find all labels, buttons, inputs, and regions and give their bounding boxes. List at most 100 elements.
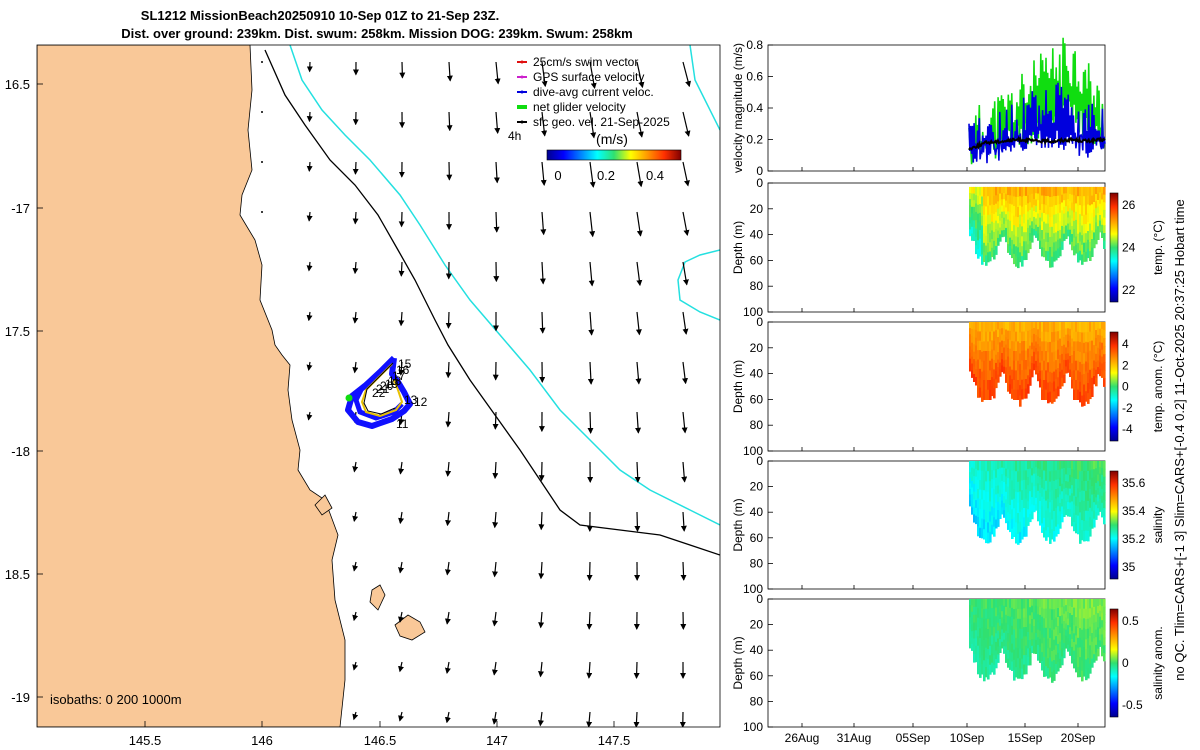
heatmap-cell bbox=[1011, 204, 1014, 214]
heatmap-cell bbox=[1047, 251, 1050, 261]
heatmap-cell bbox=[997, 216, 1000, 224]
heatmap-cell bbox=[1035, 360, 1038, 368]
heatmap-cell bbox=[1065, 219, 1068, 227]
heatmap-cell bbox=[1073, 504, 1076, 514]
heatmap-cell bbox=[1057, 195, 1060, 206]
heatmap-cell bbox=[1041, 204, 1044, 214]
heatmap-cell bbox=[1021, 206, 1024, 218]
heatmap-cell bbox=[1043, 213, 1046, 223]
heatmap-cell bbox=[1085, 214, 1088, 225]
heatmap-cell bbox=[1057, 625, 1060, 636]
legend-swatch-dot bbox=[520, 60, 524, 64]
heatmap-cell bbox=[1103, 637, 1106, 646]
heatmap-cell bbox=[1021, 628, 1024, 640]
heatmap-cell bbox=[1079, 657, 1082, 668]
heatmap-cell bbox=[1021, 246, 1024, 257]
heatmap-cell bbox=[1051, 332, 1054, 343]
heatmap-cell bbox=[1021, 599, 1024, 610]
heatmap-cell bbox=[1083, 481, 1086, 492]
heatmap-cell bbox=[973, 599, 976, 608]
heatmap-cell bbox=[1049, 247, 1052, 258]
heatmap-cell bbox=[1041, 331, 1044, 342]
heatmap-cell bbox=[1079, 351, 1082, 363]
heatmap-cell bbox=[993, 369, 996, 380]
heatmap-cell bbox=[1001, 480, 1004, 488]
heatmap-cell bbox=[995, 220, 998, 230]
heatmap-cell bbox=[1021, 658, 1024, 670]
heatmap-cell bbox=[983, 331, 986, 342]
heatmap-cell bbox=[1077, 360, 1080, 371]
heatmap-cell bbox=[975, 361, 978, 370]
heatmap-cell bbox=[969, 629, 972, 637]
heatmap-cell bbox=[985, 226, 988, 237]
heatmap-cell bbox=[1065, 635, 1068, 643]
heatmap-cell bbox=[1041, 351, 1044, 362]
heatmap-cell bbox=[1089, 517, 1092, 528]
heatmap-cell bbox=[1057, 652, 1060, 663]
heatmap-cell bbox=[1059, 461, 1062, 470]
heatmap-cell bbox=[1043, 599, 1046, 610]
heatmap-cell bbox=[1085, 242, 1088, 253]
heatmap-cell bbox=[997, 510, 1000, 519]
heatmap-cell bbox=[1029, 640, 1032, 649]
heatmap-cell bbox=[999, 227, 1002, 235]
heatmap-cell bbox=[983, 509, 986, 520]
side-label: no QC. Tlim=CARS+[-1 3] Slim=CARS+[-0.4 … bbox=[1172, 199, 1187, 680]
heatmap-cell bbox=[1077, 196, 1080, 207]
heatmap-cell bbox=[1043, 380, 1046, 391]
heatmap-cell bbox=[1027, 477, 1030, 486]
heatmap-cell bbox=[1009, 469, 1012, 480]
heatmap-cell bbox=[1047, 242, 1050, 252]
heatmap-cell bbox=[1081, 461, 1084, 472]
heatmap-cell bbox=[1025, 655, 1028, 665]
heatmap-cell bbox=[979, 221, 982, 231]
heatmap-cell bbox=[1079, 232, 1082, 243]
heatmap-cell bbox=[1101, 186, 1104, 194]
heatmap-cell bbox=[1065, 611, 1068, 618]
heatmap-cell bbox=[1099, 492, 1102, 500]
heatmap-cell bbox=[1053, 205, 1056, 216]
heatmap-cell bbox=[1097, 508, 1100, 516]
heatmap-cell bbox=[1055, 369, 1058, 380]
heatmap-cell bbox=[1031, 461, 1034, 469]
heatmap-cell bbox=[985, 370, 988, 381]
heatmap-cell bbox=[1031, 645, 1034, 654]
heatmap-cell bbox=[1013, 389, 1016, 400]
heatmap-cell bbox=[1043, 341, 1046, 352]
heatmap-cell bbox=[1073, 331, 1076, 342]
y-tick-label: 60 bbox=[750, 392, 764, 406]
heatmap-cell bbox=[1019, 186, 1022, 197]
current-vector bbox=[446, 111, 453, 132]
heatmap-cell bbox=[1023, 369, 1026, 380]
heatmap-cell bbox=[981, 608, 984, 619]
heatmap-cell bbox=[1015, 491, 1018, 503]
heatmap-cell bbox=[1065, 347, 1068, 355]
heatmap-cell bbox=[1017, 351, 1020, 362]
heatmap-cell bbox=[1055, 196, 1058, 206]
heatmap-cell bbox=[1001, 461, 1004, 469]
heatmap-cell bbox=[1031, 193, 1034, 202]
heatmap-cell bbox=[1061, 218, 1064, 227]
heatmap-cell bbox=[1013, 599, 1016, 610]
heatmap-cell bbox=[1073, 495, 1076, 506]
heatmap-cell bbox=[987, 532, 990, 544]
heatmap-cell bbox=[1005, 344, 1008, 353]
heatmap-cell bbox=[1087, 599, 1090, 610]
heatmap-cell bbox=[989, 196, 992, 206]
heatmap-cell bbox=[1087, 608, 1090, 620]
heatmap-cell bbox=[975, 353, 978, 362]
heatmap-cell bbox=[1071, 234, 1074, 243]
heatmap-cell bbox=[1015, 246, 1018, 257]
heatmap-cell bbox=[1035, 479, 1038, 487]
heatmap-cell bbox=[1045, 470, 1048, 482]
y-tick-label: 0 bbox=[756, 164, 763, 178]
heatmap-cell bbox=[981, 636, 984, 647]
heatmap-cell bbox=[1051, 490, 1054, 501]
heatmap-cell bbox=[973, 606, 976, 616]
heatmap-cell bbox=[1043, 637, 1046, 648]
heatmap-cell bbox=[999, 496, 1002, 505]
heatmap-cell bbox=[1071, 477, 1074, 486]
heatmap-cell bbox=[1053, 214, 1056, 225]
current-vector bbox=[636, 61, 645, 89]
